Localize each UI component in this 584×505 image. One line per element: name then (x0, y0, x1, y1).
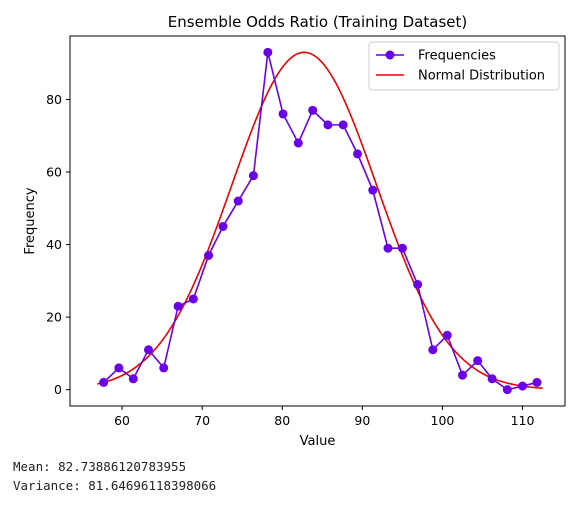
frequency-point (338, 120, 348, 130)
frequency-point (233, 196, 243, 206)
frequency-point (293, 138, 303, 148)
x-tick-label: 100 (431, 413, 455, 428)
frequency-point (188, 294, 198, 304)
frequency-point (457, 370, 467, 380)
mean-readout: Mean: 82.73886120783955 (13, 459, 187, 474)
frequency-point (143, 345, 153, 355)
y-tick-label: 80 (46, 92, 62, 107)
y-tick-label: 60 (46, 165, 62, 180)
frequency-point (397, 243, 407, 253)
frequency-point (159, 363, 169, 373)
x-tick-label: 90 (354, 413, 370, 428)
legend-label-frequencies: Frequencies (418, 49, 496, 64)
frequency-point (428, 345, 438, 355)
frequency-point (218, 221, 228, 231)
frequency-point (99, 377, 109, 387)
x-axis: 60 70 80 90 100 110 (114, 406, 535, 428)
frequency-point (248, 171, 258, 181)
y-tick-label: 20 (46, 310, 62, 325)
frequency-point (502, 385, 512, 395)
frequency-point (518, 381, 528, 391)
y-tick-label: 40 (46, 237, 62, 252)
frequency-point (323, 120, 333, 130)
frequency-point (204, 250, 214, 260)
legend-box (368, 41, 560, 91)
frequency-point (308, 105, 318, 115)
frequency-point (532, 377, 542, 387)
frequency-point (278, 109, 288, 119)
y-axis: 0 20 40 60 80 (46, 92, 70, 397)
frequency-point (173, 301, 183, 311)
frequency-point (442, 330, 452, 340)
legend-label-normal: Normal Distribution (418, 69, 545, 84)
frequency-point (368, 185, 378, 195)
x-tick-label: 80 (274, 413, 290, 428)
frequency-point (353, 149, 363, 159)
plot-frame (69, 35, 566, 407)
x-tick-label: 110 (511, 413, 535, 428)
legend: Frequencies Normal Distribution (368, 41, 560, 91)
chart: Ensemble Odds Ratio (Training Dataset) 6… (23, 13, 566, 449)
variance-readout: Variance: 81.64696118398066 (13, 478, 217, 493)
frequency-point (383, 243, 393, 253)
x-axis-label: Value (300, 434, 336, 449)
frequency-point (263, 47, 273, 57)
y-axis-label: Frequency (23, 187, 38, 254)
frequency-point (128, 374, 138, 384)
frequency-point (114, 363, 124, 373)
legend-marker-frequencies (385, 50, 395, 60)
x-tick-label: 70 (194, 413, 210, 428)
normal-distribution-line (97, 51, 543, 389)
frequency-point (413, 279, 423, 289)
frequency-point (473, 356, 483, 366)
y-tick-label: 0 (54, 382, 62, 397)
chart-title: Ensemble Odds Ratio (Training Dataset) (168, 13, 467, 31)
plot-area (97, 47, 543, 395)
x-tick-label: 60 (114, 413, 130, 428)
frequencies-line (103, 52, 538, 391)
frequency-point (487, 374, 497, 384)
